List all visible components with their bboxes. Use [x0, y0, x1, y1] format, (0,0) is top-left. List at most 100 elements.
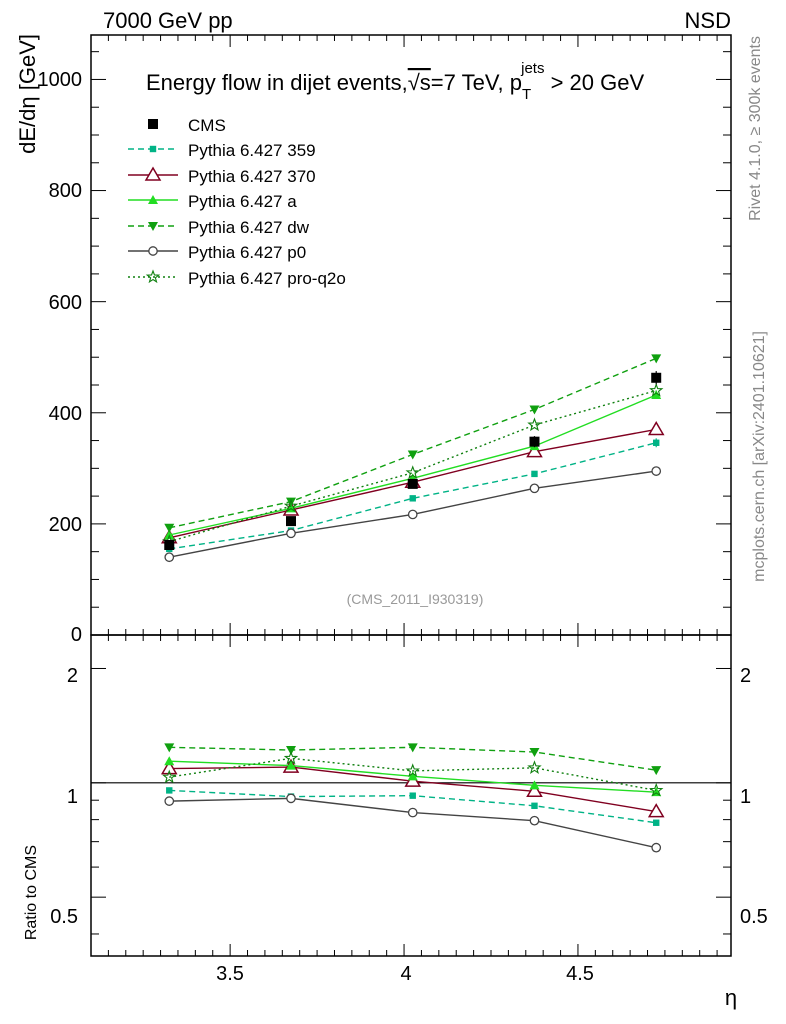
legend-marker — [145, 269, 161, 284]
legend-item-pythia-359: Pythia 6.427 359 — [128, 141, 316, 160]
title-sup: jets — [520, 60, 544, 77]
data-point — [407, 450, 418, 460]
ratio-ytick-label-1: 1 — [67, 786, 78, 808]
ratio-line — [169, 797, 657, 849]
ratio-point — [529, 815, 540, 826]
series-pythia-6-427-pro-q2o — [162, 382, 664, 548]
ratio-point — [407, 743, 418, 753]
ratio-point — [286, 793, 296, 804]
data-point — [526, 443, 543, 458]
ratio-point — [651, 842, 662, 853]
data-point — [651, 354, 662, 364]
ratio-ytick-label-2: 2 — [67, 665, 78, 687]
ratio-series-pythia-6-427-a — [164, 756, 662, 797]
main-plot-frame — [90, 34, 732, 636]
legend-item-pythia-a: Pythia 6.427 a — [128, 192, 297, 211]
ratio-series-pythia-6-427-p0 — [164, 793, 662, 853]
ratio-point — [164, 796, 175, 806]
data-point — [651, 466, 662, 476]
legend-label-pythia-a: Pythia 6.427 a — [188, 192, 297, 211]
legend-item-pythia-dw: Pythia 6.427 dw — [128, 218, 310, 237]
ratio-point — [283, 750, 299, 765]
ratio-point — [527, 760, 542, 774]
legend-label-pythia-370: Pythia 6.427 370 — [188, 167, 316, 186]
data-point — [283, 498, 299, 513]
ratio-series-pythia-6-427-dw — [164, 743, 662, 776]
ratio-point — [407, 771, 418, 781]
title-sqrt: √s — [408, 70, 431, 95]
ratio-ytick-label-1-right: 1 — [740, 786, 751, 808]
main-axis-ticks — [91, 35, 731, 636]
data-point — [651, 390, 662, 399]
ratio-point — [649, 782, 664, 797]
title-mid: =7 TeV, p — [431, 70, 522, 95]
ratio-plot-frame — [90, 634, 732, 957]
series-line — [169, 389, 657, 543]
data-point — [164, 552, 175, 563]
series-pythia-6-427-p0 — [164, 466, 662, 563]
xtick-label-3.5: 3.5 — [216, 963, 244, 985]
x-axis-title: η — [725, 985, 737, 1010]
legend-item-pythia-pro-q2o: Pythia 6.427 pro-q2o — [128, 269, 346, 288]
data-point — [649, 382, 664, 397]
legend-label-pythia-359: Pythia 6.427 359 — [188, 141, 316, 160]
legend-item-pythia-p0: Pythia 6.427 p0 — [128, 243, 306, 262]
data-point — [527, 417, 542, 432]
xtick-label-4.5: 4.5 — [566, 963, 594, 985]
ratio-point — [286, 760, 296, 770]
ratio-point — [166, 787, 173, 794]
ratio-point — [651, 766, 662, 776]
legend-label-pythia-dw: Pythia 6.427 dw — [188, 218, 310, 237]
header-right: NSD — [685, 8, 731, 33]
ratio-point — [526, 782, 543, 798]
title-sub: T — [522, 86, 531, 103]
ratio-series-group — [160, 743, 665, 853]
data-point — [164, 540, 175, 550]
legend-label-pythia-pro-q2o: Pythia 6.427 pro-q2o — [188, 269, 346, 288]
series-line — [169, 442, 657, 550]
ratio-point — [160, 760, 178, 775]
y-axis-title: dE/dη [GeV] — [15, 34, 40, 154]
analysis-tag: (CMS_2011_I930319) — [347, 591, 484, 607]
ytick-label-400: 400 — [49, 403, 82, 425]
ratio-point — [164, 743, 175, 753]
ratio-ytick-label-0.5-right: 0.5 — [740, 906, 768, 928]
data-point — [407, 509, 418, 520]
data-point — [405, 465, 420, 479]
title-prefix: Energy flow in dijet events, — [146, 70, 408, 95]
data-point — [286, 497, 296, 507]
ytick-label-600: 600 — [49, 292, 82, 314]
legend-label-cms: CMS — [188, 116, 226, 135]
legend-marker — [144, 166, 162, 181]
ratio-y-axis-title: Ratio to CMS — [23, 845, 40, 940]
data-point — [286, 528, 296, 539]
ratio-point — [651, 787, 662, 797]
data-point — [286, 516, 296, 527]
ratio-line — [169, 757, 657, 792]
ytick-label-200: 200 — [49, 514, 82, 536]
ratio-point — [529, 748, 540, 758]
ratio-point — [286, 746, 296, 756]
ratio-point — [647, 803, 665, 818]
ratio-ytick-label-0.5: 0.5 — [50, 906, 78, 928]
side-label-rivet: Rivet 4.1.0, ≥ 300k events — [747, 36, 764, 221]
ytick-label-800: 800 — [49, 180, 82, 202]
legend-label-pythia-p0: Pythia 6.427 p0 — [188, 243, 306, 262]
ratio-point — [409, 792, 416, 799]
legend: CMS Pythia 6.427 359 Pythia 6.427 370 Py… — [128, 116, 346, 288]
title-suffix: > 20 GeV — [544, 70, 644, 95]
ratio-point — [164, 756, 175, 766]
ratio-point — [162, 769, 177, 784]
legend-marker — [148, 119, 158, 129]
data-point — [651, 372, 662, 383]
data-point — [164, 523, 175, 533]
legend-marker — [148, 246, 158, 256]
legend-marker — [149, 145, 157, 153]
ratio-point — [529, 780, 540, 790]
data-point — [531, 470, 538, 478]
series-cms — [164, 371, 662, 550]
legend-marker — [148, 222, 158, 231]
data-point — [529, 436, 540, 447]
main-series-group — [160, 354, 665, 563]
